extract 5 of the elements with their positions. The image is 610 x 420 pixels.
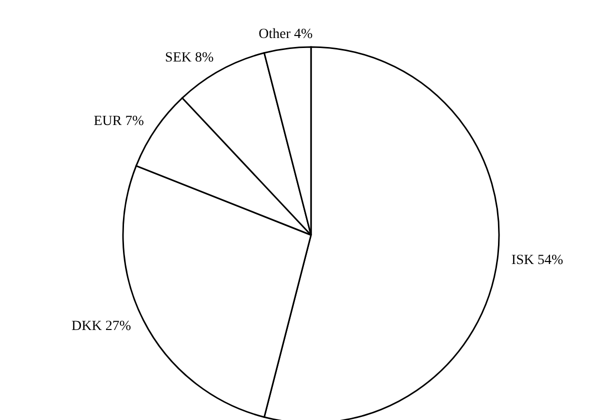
slice-label: Other 4% [258,27,314,42]
slice-label: SEK 8% [165,50,214,66]
slice-label: EUR 7% [94,114,144,129]
slice-label: DKK 27% [72,319,132,334]
slice-label: ISK 54% [511,252,564,268]
